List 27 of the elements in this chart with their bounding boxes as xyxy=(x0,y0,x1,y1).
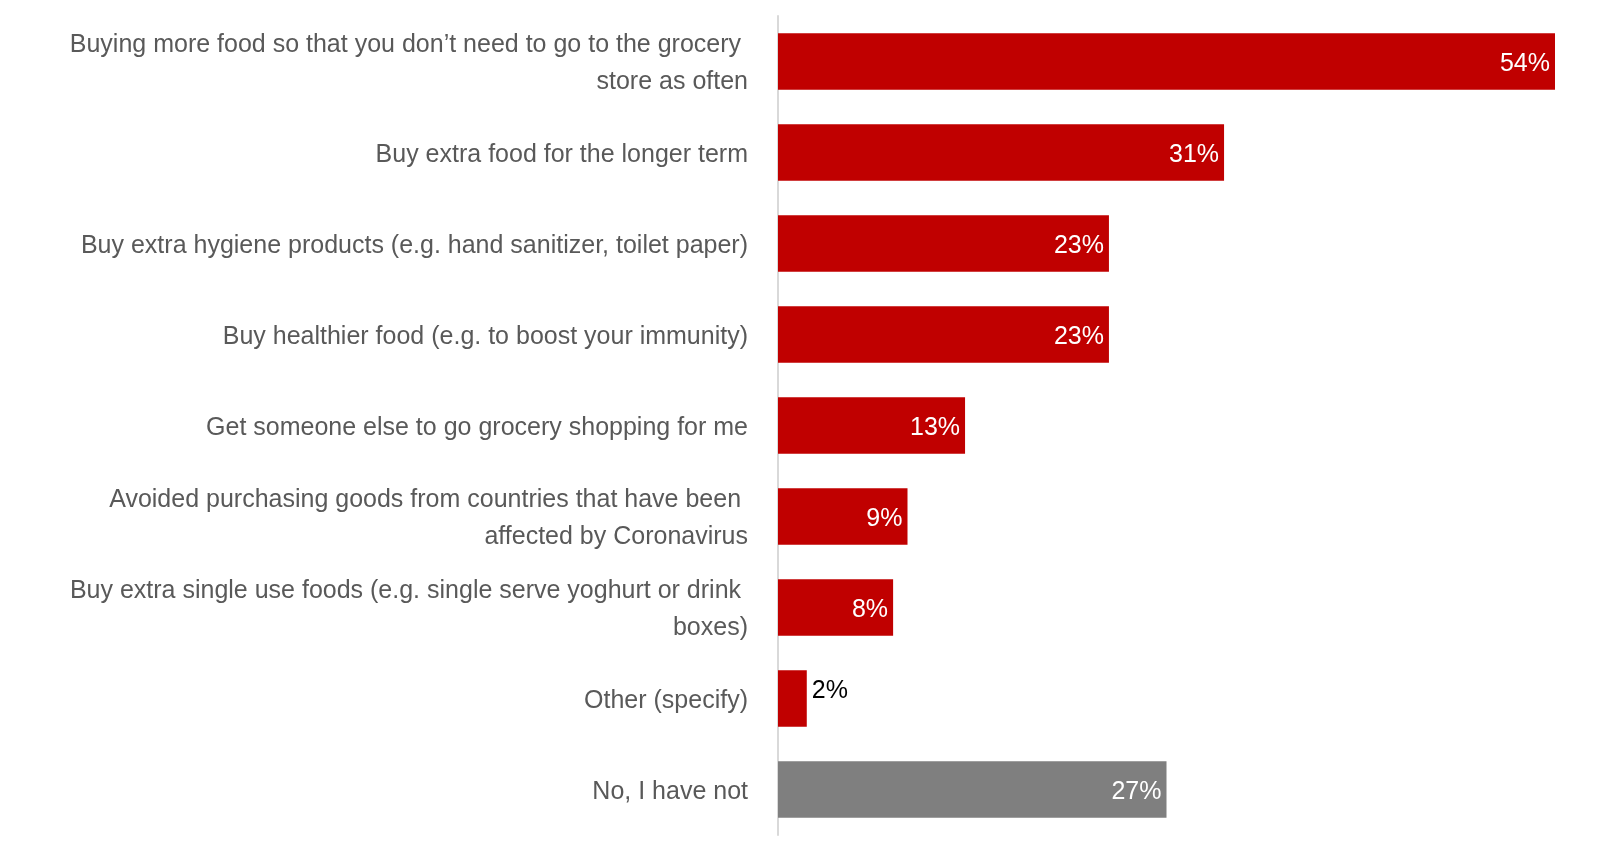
data-label: 54% xyxy=(1499,47,1550,76)
bar xyxy=(778,488,908,545)
data-label: 8% xyxy=(851,593,889,622)
data-label: 13% xyxy=(910,411,961,440)
y-tick-label: Other (specify) xyxy=(584,684,748,713)
data-label: 23% xyxy=(1053,229,1104,258)
bar xyxy=(778,579,894,636)
y-tick-label: Get someone else to go grocery shopping for me xyxy=(206,411,748,440)
data-label: 27% xyxy=(1111,775,1162,804)
bar xyxy=(778,33,1555,90)
y-tick-label: Buying more food so that you don’t need to go to the grocery store as often xyxy=(69,29,748,94)
bar xyxy=(778,124,1225,181)
bar xyxy=(778,670,807,727)
y-tick-label: Buy extra hygiene products (e.g. hand sanitizer, toilet paper) xyxy=(80,229,748,258)
y-tick-label: Buy healthier food (e.g. to boost your immunity) xyxy=(222,320,748,349)
y-tick-label: Buy extra food for the longer term xyxy=(375,138,748,167)
data-label: 31% xyxy=(1169,138,1220,167)
data-label: 23% xyxy=(1053,320,1104,349)
bar xyxy=(778,397,966,454)
y-tick-label: Avoided purchasing goods from countries that have been affected by Coronavirus xyxy=(109,484,748,549)
data-label: 9% xyxy=(866,502,903,531)
y-tick-label: Buy extra single use foods (e.g. single serve yoghurt or drink boxes) xyxy=(69,575,748,640)
bar xyxy=(778,761,1167,818)
y-tick-label: No, I have not xyxy=(592,775,749,804)
bar xyxy=(778,306,1109,363)
data-label: 2% xyxy=(811,674,848,703)
bar xyxy=(778,215,1109,272)
